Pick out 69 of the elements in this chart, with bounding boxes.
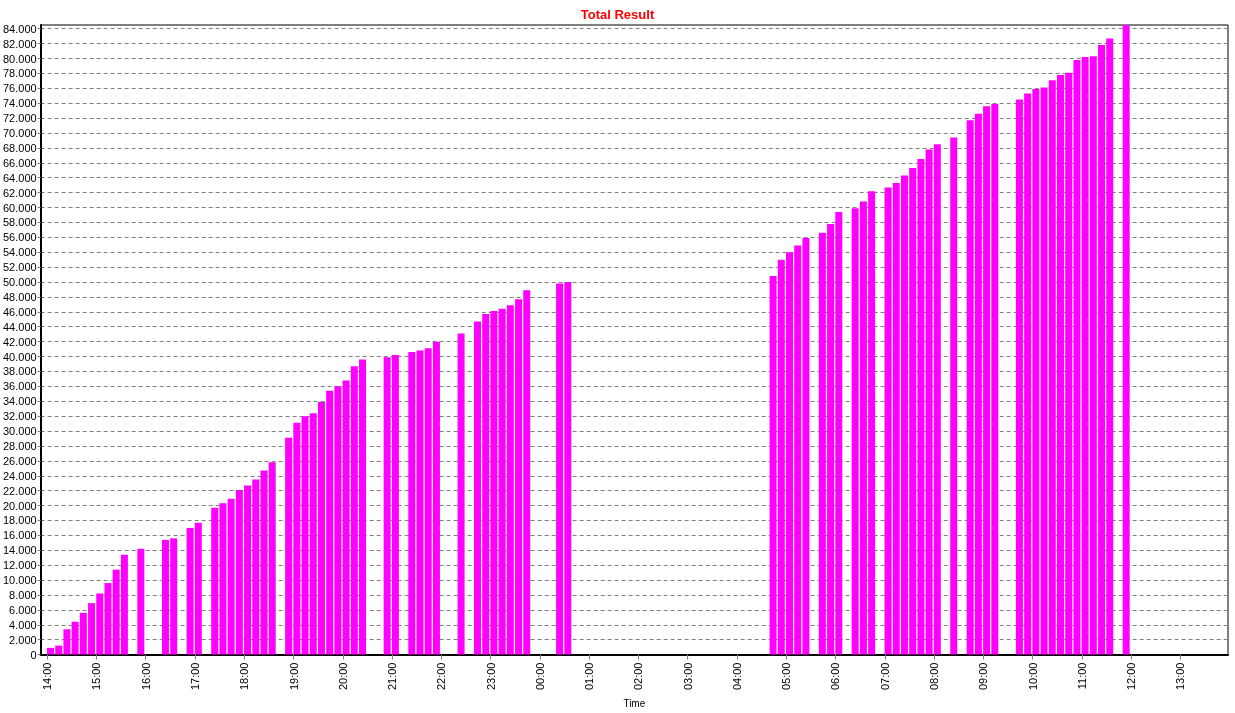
x-tick-label: 04:00 [730,662,743,691]
x-tick-label: 21:00 [386,662,399,691]
y-tick-label: 80.000 [2,52,37,65]
y-tick-label: 32.000 [2,410,37,423]
y-tick-label: 20.000 [2,499,37,512]
y-tick-label: 28.000 [2,439,37,452]
y-tick-label: 50.000 [2,276,37,289]
y-tick-label: 48.000 [2,290,37,303]
y-tick-label: 16.000 [2,529,37,542]
x-tick-label: 13:00 [1174,662,1187,691]
x-tick-label: 12:00 [1125,662,1138,691]
y-tick-label: 84.000 [2,22,37,35]
y-tick-label: 70.000 [2,127,37,140]
x-tick-label: 08:00 [928,662,941,691]
chart-title: Total Result [580,7,655,22]
y-tick-label: 0 [30,648,37,661]
y-tick-label: 8.000 [9,588,37,601]
x-tick-label: 10:00 [1026,662,1039,691]
y-tick-label: 22.000 [2,484,37,497]
x-tick-label: 03:00 [681,662,694,691]
y-tick-label: 12.000 [2,559,37,572]
y-tick-label: 38.000 [2,365,37,378]
x-tick-label: 15:00 [90,662,103,691]
y-tick-label: 44.000 [2,320,37,333]
x-tick-label: 23:00 [484,662,497,691]
y-tick-label: 72.000 [2,112,37,125]
x-tick-label: 16:00 [139,662,152,691]
x-axis-title: Time [623,697,646,709]
x-tick-label: 18:00 [238,662,251,691]
y-tick-label: 40.000 [2,350,37,363]
x-tick-label: 06:00 [829,662,842,691]
y-tick-label: 2.000 [9,633,37,646]
y-tick-label: 4.000 [9,618,37,631]
x-tick-label: 19:00 [287,662,300,691]
y-tick-label: 6.000 [9,603,37,616]
y-tick-label: 46.000 [2,305,37,318]
y-tick-label: 18.000 [2,514,37,527]
y-tick-label: 30.000 [2,425,37,438]
y-tick-label: 56.000 [2,231,37,244]
x-tick-label: 14:00 [41,662,54,691]
y-tick-label: 60.000 [2,201,37,214]
x-tick-label: 07:00 [878,662,891,691]
x-tick-label: 09:00 [977,662,990,691]
y-tick-label: 78.000 [2,67,37,80]
y-tick-label: 36.000 [2,380,37,393]
y-tick-label: 82.000 [2,37,37,50]
y-tick-label: 76.000 [2,82,37,95]
x-tick-label: 11:00 [1075,662,1088,690]
y-tick-label: 68.000 [2,141,37,154]
x-tick-label: 00:00 [533,662,546,691]
y-tick-label: 64.000 [2,171,37,184]
y-tick-label: 52.000 [2,261,37,274]
x-tick-label: 20:00 [336,662,349,691]
y-tick-label: 24.000 [2,469,37,482]
x-tick-label: 05:00 [780,662,793,691]
y-tick-label: 54.000 [2,246,37,259]
y-tick-label: 74.000 [2,97,37,110]
x-tick-label: 17:00 [189,662,202,691]
y-tick-label: 58.000 [2,216,37,229]
y-tick-label: 14.000 [2,544,37,557]
y-tick-label: 10.000 [2,574,37,587]
y-tick-label: 42.000 [2,335,37,348]
x-tick-label: 01:00 [583,662,596,691]
y-tick-label: 34.000 [2,395,37,408]
y-tick-label: 62.000 [2,186,37,199]
y-tick-label: 26.000 [2,454,37,467]
x-tick-label: 02:00 [632,662,645,691]
x-tick-label: 22:00 [435,662,448,691]
y-tick-label: 66.000 [2,156,37,169]
